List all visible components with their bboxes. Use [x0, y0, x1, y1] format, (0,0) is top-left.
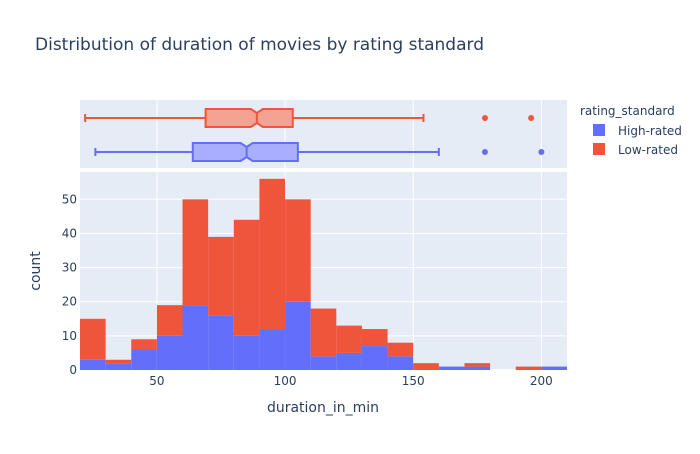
box-outlier[interactable] — [481, 115, 488, 121]
box-body — [204, 108, 294, 128]
bar-low-rated[interactable] — [515, 366, 542, 370]
bar-low-rated[interactable] — [310, 308, 337, 357]
bar-low-rated[interactable] — [336, 325, 362, 353]
x-axis-ticks: 50 100 150 200 — [149, 374, 553, 388]
legend-label: High-rated — [618, 124, 682, 138]
bar-high-rated[interactable] — [464, 366, 491, 370]
bar-high-rated[interactable] — [541, 366, 567, 370]
chart-title: Distribution of duration of movies by ra… — [35, 35, 484, 55]
legend-title: rating_standard — [580, 104, 675, 118]
legend-items[interactable]: High-rated Low-rated — [593, 124, 682, 157]
bar-low-rated[interactable] — [285, 199, 311, 302]
bar-high-rated[interactable] — [285, 301, 311, 370]
x-tick-label: 50 — [149, 374, 164, 388]
x-axis-label: duration_in_min — [267, 400, 379, 416]
y-tick-label: 20 — [62, 295, 77, 309]
bar-low-rated[interactable] — [182, 199, 209, 306]
bar-high-rated[interactable] — [156, 335, 183, 370]
bar-low-rated[interactable] — [208, 236, 234, 316]
bar-low-rated[interactable] — [464, 363, 491, 367]
bar-high-rated[interactable] — [336, 352, 362, 370]
bar-high-rated[interactable] — [208, 315, 234, 370]
box-outlier[interactable] — [538, 149, 545, 155]
bar-low-rated[interactable] — [131, 339, 157, 350]
legend[interactable]: rating_standard High-rated Low-rated — [580, 104, 682, 157]
legend-item-low-rated[interactable]: Low-rated — [593, 143, 678, 157]
legend-item-high-rated[interactable]: High-rated — [593, 124, 682, 138]
box-plot-layer — [84, 108, 545, 162]
box-plot-background — [80, 100, 567, 168]
box-body — [191, 142, 299, 162]
bar-high-rated[interactable] — [387, 356, 414, 370]
bar-high-rated[interactable] — [438, 366, 465, 370]
y-tick-label: 50 — [62, 192, 77, 206]
y-axis-label: count — [28, 251, 44, 291]
bar-low-rated[interactable] — [233, 219, 260, 336]
x-tick-label: 150 — [402, 374, 425, 388]
bar-high-rated[interactable] — [233, 335, 260, 370]
box-high-rated[interactable] — [94, 142, 545, 162]
box-low-rated[interactable] — [84, 108, 535, 128]
legend-label: Low-rated — [618, 143, 678, 157]
box-outlier[interactable] — [481, 149, 488, 155]
y-tick-label: 30 — [62, 261, 77, 275]
bar-high-rated[interactable] — [310, 356, 337, 370]
bar-low-rated[interactable] — [259, 178, 286, 330]
x-tick-label: 200 — [530, 374, 553, 388]
bar-high-rated[interactable] — [80, 359, 106, 370]
bar-low-rated[interactable] — [387, 342, 414, 357]
legend-swatch — [593, 124, 605, 136]
bar-low-rated[interactable] — [105, 359, 132, 364]
box-outlier[interactable] — [528, 115, 535, 121]
bar-low-rated[interactable] — [361, 329, 388, 347]
y-tick-label: 40 — [62, 226, 77, 240]
bar-low-rated[interactable] — [156, 305, 183, 336]
bar-high-rated[interactable] — [361, 346, 388, 370]
bar-low-rated[interactable] — [413, 363, 439, 370]
bar-high-rated[interactable] — [259, 329, 286, 370]
bar-low-rated[interactable] — [80, 318, 106, 360]
bar-high-rated[interactable] — [105, 363, 132, 370]
histogram-bars — [80, 178, 567, 370]
bar-high-rated[interactable] — [182, 305, 209, 370]
y-tick-label: 10 — [62, 329, 77, 343]
y-tick-label: 0 — [69, 363, 77, 377]
x-tick-label: 100 — [274, 374, 297, 388]
legend-swatch — [593, 143, 605, 155]
y-axis-ticks: 0 10 20 30 40 50 — [62, 192, 77, 377]
bar-high-rated[interactable] — [131, 349, 157, 370]
